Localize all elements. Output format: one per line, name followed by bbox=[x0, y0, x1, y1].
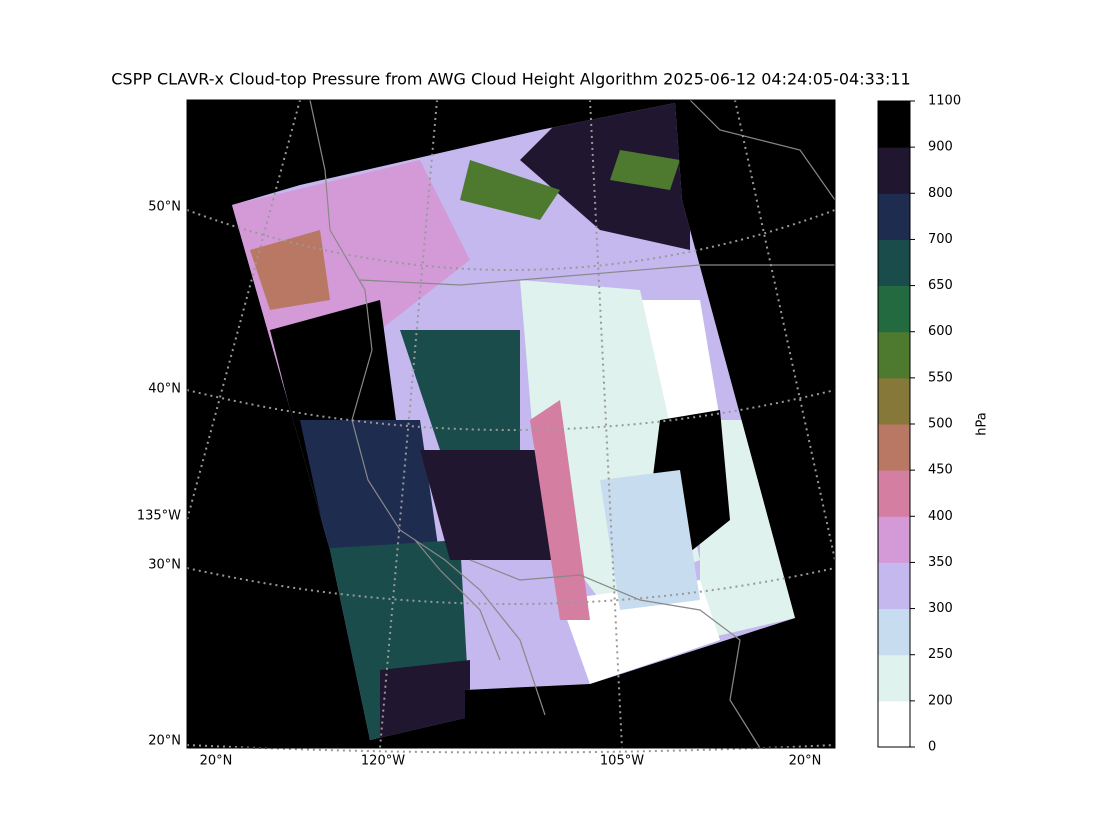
colorbar-segment bbox=[878, 193, 910, 240]
longitude-label: 20°N bbox=[200, 754, 233, 769]
colorbar-tick-label: 0 bbox=[928, 740, 936, 755]
colorbar-segment bbox=[878, 562, 910, 610]
map-frame bbox=[186, 99, 836, 749]
colorbar-tick-label: 800 bbox=[928, 186, 953, 201]
colorbar-segment bbox=[878, 470, 910, 517]
colorbar-tick-label: 200 bbox=[928, 693, 953, 708]
colorbar-segment bbox=[878, 608, 910, 656]
colorbar-tick-label: 700 bbox=[928, 232, 953, 247]
colorbar-tick-label: 250 bbox=[928, 647, 953, 662]
colorbar-tick-label: 450 bbox=[928, 463, 953, 478]
colorbar-tick-label: 900 bbox=[928, 140, 953, 155]
colorbar-segment bbox=[878, 239, 910, 287]
colorbar-tick-label: 350 bbox=[928, 555, 953, 570]
colorbar-tick-label: 500 bbox=[928, 417, 953, 432]
colorbar-tick-label: 1100 bbox=[928, 94, 961, 109]
colorbar-tick-label: 400 bbox=[928, 509, 953, 524]
colorbar-tick-label: 300 bbox=[928, 601, 953, 616]
longitude-label: 120°W bbox=[361, 754, 405, 769]
latitude-label: 20°N bbox=[148, 734, 181, 749]
longitude-label: 105°W bbox=[600, 754, 644, 769]
colorbar-segment bbox=[878, 147, 910, 194]
colorbar-segment bbox=[878, 101, 910, 148]
map bbox=[186, 99, 836, 754]
colorbar-segment bbox=[878, 331, 910, 379]
colorbar-label: hPa bbox=[975, 412, 990, 435]
colorbar-tick-label: 650 bbox=[928, 278, 953, 293]
colorbar-tick-label: 600 bbox=[928, 324, 953, 339]
latitude-label: 30°N bbox=[148, 558, 181, 573]
colorbar-segment bbox=[878, 424, 910, 471]
colorbar: hPa 0 200 250 300 350 400 450 500 550 600 650 700 80… bbox=[877, 94, 990, 755]
longitude-label: 20°N bbox=[789, 754, 822, 769]
colorbar-segment bbox=[878, 285, 910, 333]
colorbar-segment bbox=[878, 516, 910, 563]
colorbar-tick-label: 550 bbox=[928, 370, 953, 385]
map-title: CSPP CLAVR-x Cloud-top Pressure from AWG… bbox=[111, 70, 910, 89]
latitude-label: 135°W bbox=[137, 509, 181, 524]
colorbar-segment bbox=[878, 654, 910, 702]
latitude-label: 40°N bbox=[148, 382, 181, 397]
latitude-label: 50°N bbox=[148, 200, 181, 215]
colorbar-segment bbox=[878, 700, 910, 748]
colorbar-segment bbox=[878, 377, 910, 425]
